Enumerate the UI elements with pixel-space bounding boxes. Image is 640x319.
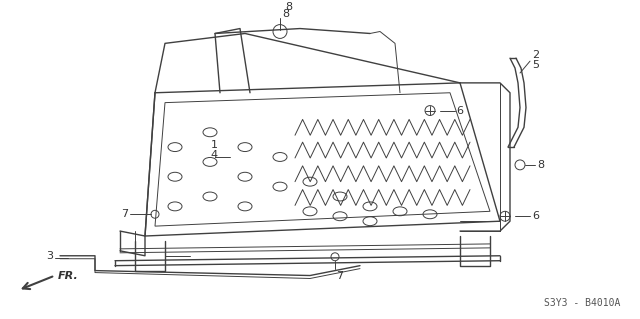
Text: 7: 7 xyxy=(336,271,343,281)
Text: 1: 1 xyxy=(211,140,218,150)
Text: 8: 8 xyxy=(285,2,292,12)
Text: 8: 8 xyxy=(282,9,289,19)
Text: 8: 8 xyxy=(537,160,544,170)
Text: 2: 2 xyxy=(532,50,539,60)
Text: S3Y3 - B4010A: S3Y3 - B4010A xyxy=(543,298,620,308)
Text: 6: 6 xyxy=(456,106,463,115)
Text: 3: 3 xyxy=(46,251,53,261)
Text: 5: 5 xyxy=(532,60,539,70)
Text: 4: 4 xyxy=(211,150,218,160)
Text: 7: 7 xyxy=(121,209,128,219)
Text: FR.: FR. xyxy=(58,271,79,280)
Text: 6: 6 xyxy=(532,211,539,221)
